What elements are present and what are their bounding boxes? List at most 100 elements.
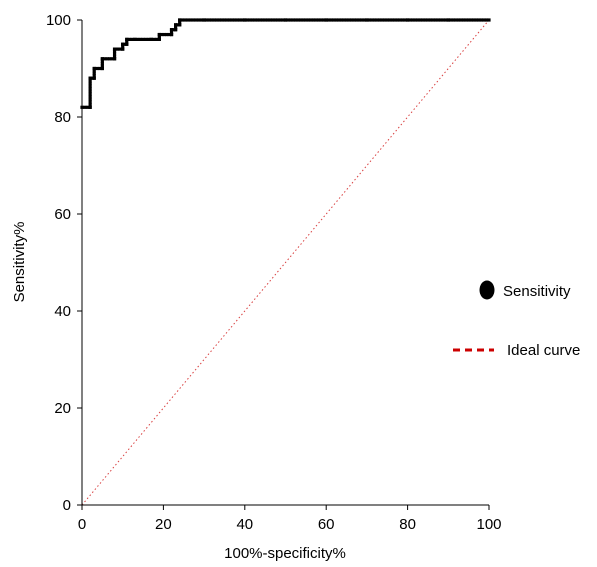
sensitivity-point <box>83 105 87 109</box>
sensitivity-point <box>125 40 129 44</box>
sensitivity-point <box>92 74 96 78</box>
sensitivity-point <box>199 18 203 22</box>
sensitivity-point <box>390 18 394 22</box>
sensitivity-point <box>215 18 219 22</box>
sensitivity-point <box>454 18 458 22</box>
sensitivity-point <box>449 18 453 22</box>
y-tick-label: 40 <box>54 303 71 320</box>
sensitivity-point <box>169 28 174 32</box>
plot-area <box>80 18 491 506</box>
sensitivity-point <box>355 18 359 22</box>
sensitivity-point <box>162 32 166 37</box>
sensitivity-point <box>474 18 478 22</box>
sensitivity-point <box>169 32 174 37</box>
sensitivity-point <box>439 18 443 22</box>
sensitivity-point <box>283 18 288 22</box>
sensitivity-point <box>278 18 283 22</box>
sensitivity-point <box>155 37 159 41</box>
sensitivity-point <box>347 18 351 22</box>
sensitivity-point <box>112 52 117 56</box>
sensitivity-point <box>352 18 356 22</box>
sensitivity-point <box>469 18 473 22</box>
sensitivity-point <box>210 18 214 22</box>
sensitivity-point <box>178 20 182 25</box>
sensitivity-point <box>487 18 491 22</box>
sensitivity-point <box>88 76 92 80</box>
sensitivity-point <box>421 18 425 22</box>
ticks: 0 20 40 60 80 100 0 20 40 60 80 100 <box>46 12 502 533</box>
sensitivity-point <box>92 76 96 80</box>
sensitivity-point <box>217 18 221 22</box>
sensitivity-point <box>291 18 295 22</box>
sensitivity-point <box>281 18 285 22</box>
sensitivity-point <box>178 18 182 22</box>
sensitivity-point <box>400 18 405 22</box>
sensitivity-point <box>105 57 109 61</box>
sensitivity-point <box>227 18 232 22</box>
sensitivity-point <box>319 18 323 22</box>
sensitivity-point <box>112 57 117 61</box>
sensitivity-point <box>423 18 428 22</box>
sensitivity-point <box>88 103 92 107</box>
sensitivity-point <box>362 18 366 22</box>
sensitivity-point <box>327 18 331 22</box>
sensitivity-point <box>380 18 384 22</box>
sensitivity-point <box>388 18 392 22</box>
sensitivity-point <box>125 42 129 46</box>
sensitivity-point <box>367 18 372 22</box>
sensitivity-point <box>174 23 178 27</box>
sensitivity-point <box>88 100 92 104</box>
sensitivity-point <box>95 66 99 71</box>
sensitivity-point <box>108 57 112 61</box>
sensitivity-point <box>413 18 417 22</box>
sensitivity-point <box>157 32 161 37</box>
x-tick-label: 100 <box>476 516 501 533</box>
sensitivity-point <box>165 32 169 37</box>
sensitivity-point <box>342 18 346 22</box>
sensitivity-point <box>441 18 445 22</box>
sensitivity-point <box>88 92 92 96</box>
sensitivity-point <box>428 18 433 22</box>
sensitivity-point <box>446 18 450 22</box>
sensitivity-point <box>301 18 305 22</box>
sensitivity-point <box>436 18 440 22</box>
sensitivity-point <box>112 54 117 58</box>
sensitivity-point <box>100 59 104 63</box>
y-tick-label: 80 <box>54 109 71 126</box>
ideal-curve-line <box>81 19 490 506</box>
sensitivity-point <box>103 57 107 61</box>
sensitivity-point <box>233 18 237 22</box>
sensitivity-point <box>92 69 96 73</box>
sensitivity-point <box>118 47 122 51</box>
sensitivity-point <box>176 23 180 27</box>
sensitivity-point <box>426 18 430 22</box>
sensitivity-point <box>344 18 349 22</box>
sensitivity-point <box>121 45 125 49</box>
sensitivity-point <box>146 37 151 41</box>
sensitivity-point <box>472 18 476 22</box>
sensitivity-point <box>263 18 267 22</box>
sensitivity-point <box>311 18 316 22</box>
sensitivity-point <box>207 18 211 22</box>
x-tick-label: 20 <box>155 516 172 533</box>
sensitivity-point <box>378 18 382 22</box>
sensitivity-point <box>357 18 361 22</box>
sensitivity-point <box>100 57 104 61</box>
sensitivity-point <box>273 18 277 22</box>
sensitivity-point <box>383 18 387 22</box>
sensitivity-markers <box>80 18 491 109</box>
sensitivity-curve-line <box>82 19 489 109</box>
legend-label-sensitivity: Sensitivity <box>503 283 571 300</box>
sensitivity-point <box>467 18 471 22</box>
sensitivity-point <box>245 18 249 22</box>
sensitivity-point <box>288 18 293 22</box>
sensitivity-point <box>194 18 198 22</box>
sensitivity-point <box>266 18 270 22</box>
sensitivity-point <box>365 18 369 22</box>
sensitivity-point <box>191 18 195 22</box>
sensitivity-point <box>141 37 145 41</box>
sensitivity-point <box>92 66 96 71</box>
sensitivity-point <box>304 18 308 22</box>
sensitivity-point <box>174 25 178 29</box>
sensitivity-point <box>115 47 119 51</box>
